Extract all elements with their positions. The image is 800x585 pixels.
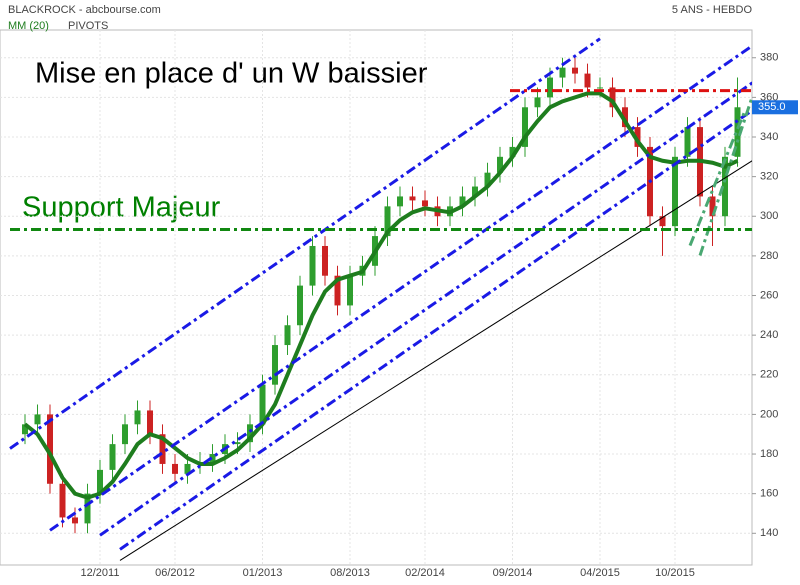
candle-body — [734, 107, 741, 157]
candle-body — [272, 345, 278, 385]
y-tick-label: 320 — [760, 171, 778, 183]
x-tick-label: 10/2015 — [655, 567, 695, 579]
candle-body — [609, 87, 616, 108]
candle-body — [584, 73, 591, 88]
y-tick-label: 200 — [760, 408, 778, 420]
period: 5 ANS - HEBDO — [672, 4, 753, 16]
annotation: Mise en place d' un W baissier — [35, 58, 428, 90]
candle-body — [309, 245, 316, 286]
candle-body — [472, 186, 478, 197]
candle-body — [59, 483, 66, 518]
moving-average — [23, 91, 739, 500]
candle-body — [334, 275, 341, 306]
trend-line — [119, 160, 752, 561]
candle-body — [284, 325, 291, 346]
candle-body — [572, 67, 578, 74]
candle-body — [84, 493, 91, 524]
candle-body — [497, 156, 503, 173]
trend-line — [119, 109, 752, 551]
candle-body — [22, 424, 28, 435]
trend-line — [688, 110, 747, 247]
candle-body — [322, 245, 328, 276]
candle-body — [622, 107, 628, 128]
candle-body — [547, 77, 553, 98]
candle-body — [709, 196, 716, 217]
x-tick-label: 12/2011 — [81, 567, 120, 579]
candle-body — [459, 196, 466, 207]
candle-body — [209, 454, 216, 462]
trend-line — [49, 44, 752, 532]
x-tick-label: 06/2012 — [155, 567, 195, 579]
candle-body — [47, 414, 53, 484]
candle-body — [134, 410, 141, 425]
indicator: PIVOTS — [68, 20, 108, 32]
candle-body — [722, 156, 728, 217]
y-tick-label: 160 — [760, 488, 778, 500]
trend-line — [698, 95, 752, 256]
candle-body — [522, 107, 528, 147]
candle-body — [259, 384, 266, 425]
candle-body — [559, 67, 566, 78]
indicator: MM (20) — [8, 20, 49, 32]
candle-body — [247, 424, 253, 443]
candle-body — [384, 206, 391, 237]
candle-body — [422, 200, 428, 207]
x-tick-label: 01/2013 — [243, 567, 283, 579]
candle-body — [72, 517, 78, 524]
y-tick-label: 380 — [760, 52, 778, 64]
candle-body — [234, 442, 241, 445]
plot-frame — [0, 29, 753, 566]
candle-body — [97, 469, 103, 494]
y-tick-label: 220 — [760, 369, 778, 381]
last-price-label: 355.0 — [758, 101, 786, 113]
y-tick-label: 260 — [760, 289, 778, 301]
candle-body — [409, 196, 416, 201]
candle-body — [672, 156, 678, 227]
candle-body — [534, 97, 541, 108]
trend-line — [99, 81, 752, 537]
x-tick-label: 09/2014 — [493, 567, 533, 579]
candle-body — [347, 275, 353, 306]
x-tick-label: 08/2013 — [330, 567, 370, 579]
candle-body — [122, 424, 128, 445]
last-price-box — [752, 100, 798, 115]
candle-body — [397, 196, 403, 207]
candle-body — [634, 127, 641, 147]
candle-body — [184, 463, 191, 474]
trend-line — [9, 37, 601, 450]
y-tick-label: 280 — [760, 250, 778, 262]
candle-body — [684, 127, 691, 157]
plot — [9, 37, 752, 561]
candle-body — [109, 444, 116, 470]
candle-body — [597, 87, 603, 89]
candle-body — [509, 146, 516, 157]
chart-title: BLACKROCK - abcbourse.com — [8, 4, 161, 16]
y-tick-label: 300 — [760, 210, 778, 222]
candle-body — [659, 216, 666, 227]
candle-body — [172, 463, 178, 474]
y-tick-label: 240 — [760, 329, 778, 341]
candle-body — [297, 285, 303, 326]
x-tick-label: 04/2015 — [580, 567, 620, 579]
annotation: Support Majeur — [22, 192, 221, 224]
y-tick-label: 340 — [760, 131, 778, 143]
y-tick-label: 360 — [760, 91, 778, 103]
candle-body — [147, 410, 153, 435]
y-tick-label: 140 — [760, 527, 778, 539]
candle-body — [34, 414, 41, 425]
candle-body — [159, 434, 166, 464]
candle-body — [484, 172, 491, 187]
x-tick-label: 02/2014 — [405, 567, 445, 579]
y-tick-label: 180 — [760, 448, 778, 460]
